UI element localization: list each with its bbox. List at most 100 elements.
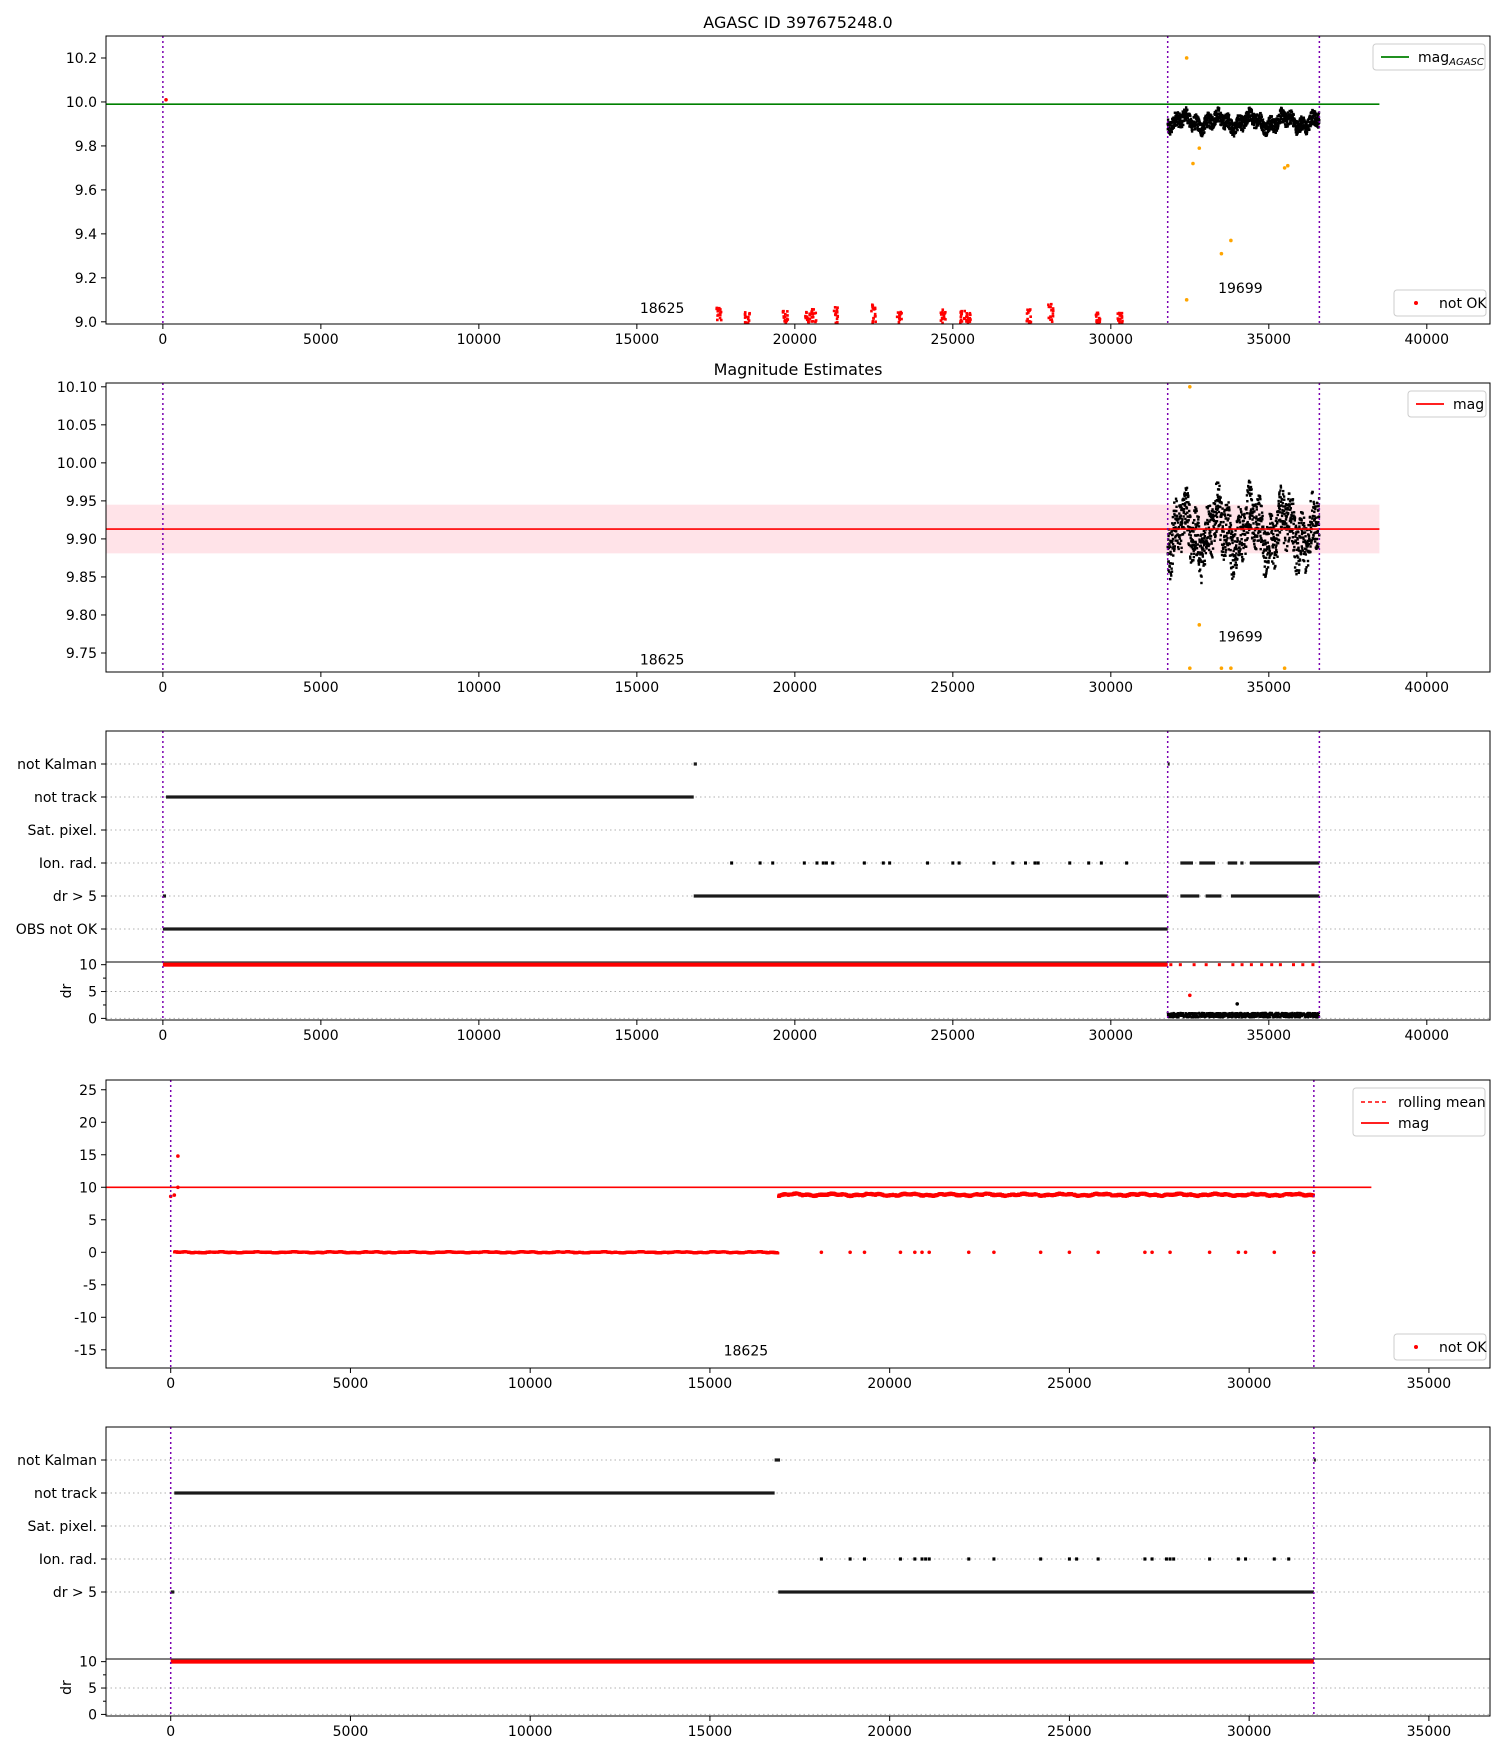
flag-marker — [926, 861, 930, 865]
data-point — [1312, 519, 1316, 522]
data-point — [1226, 543, 1230, 547]
not-ok-point — [966, 315, 969, 319]
legend-swatch-not-ok — [1414, 301, 1418, 305]
data-point — [1209, 518, 1212, 522]
data-point — [1239, 533, 1242, 537]
data-point — [1209, 550, 1212, 554]
data-point — [1207, 505, 1210, 508]
data-point — [1213, 121, 1216, 124]
not-ok-point — [871, 304, 875, 307]
dr-not-ok-point — [1240, 963, 1244, 967]
data-point — [1188, 533, 1191, 536]
not-ok-point — [1095, 313, 1098, 316]
x-tick-label: 35000 — [1247, 332, 1292, 348]
flag-marker — [1068, 861, 1072, 865]
data-point — [1213, 532, 1217, 535]
dr-not-ok-point — [1311, 963, 1315, 967]
data-point — [1177, 547, 1180, 551]
data-point — [1211, 508, 1214, 511]
data-point — [1188, 555, 1192, 558]
data-point — [1274, 546, 1277, 549]
data-point — [1231, 536, 1234, 539]
data-point — [1254, 116, 1257, 119]
data-point — [1222, 114, 1225, 118]
data-point — [1187, 501, 1190, 504]
data-point — [1237, 515, 1240, 519]
not-ok-point — [784, 321, 788, 325]
data-point — [1238, 518, 1241, 522]
legend-label-mag: mag — [1453, 397, 1484, 413]
data-point — [1194, 540, 1197, 544]
dr-point — [1177, 1012, 1180, 1015]
data-point — [1231, 541, 1234, 545]
data-point — [1300, 521, 1303, 525]
data-point — [1247, 112, 1250, 116]
data-point — [1182, 507, 1186, 511]
chart-panel-1: AGASC ID 397675248.09.09.29.49.69.810.01… — [66, 13, 1491, 348]
not-ok-point — [966, 317, 970, 321]
data-point — [1203, 536, 1206, 539]
not-ok-point — [746, 321, 750, 325]
data-point — [1248, 106, 1251, 109]
not-ok-point — [813, 312, 816, 315]
data-point — [1275, 541, 1279, 544]
data-point — [1201, 537, 1204, 540]
data-point — [1190, 546, 1194, 549]
data-point — [1283, 523, 1286, 526]
data-point — [1311, 119, 1314, 122]
dr-point — [1241, 1016, 1244, 1019]
not-ok-point — [965, 320, 968, 323]
data-point — [1277, 506, 1281, 510]
y-tick-label: 9.2 — [75, 271, 97, 287]
not-ok-point — [1028, 320, 1031, 323]
dr-point — [1222, 1011, 1225, 1014]
data-point — [1236, 537, 1239, 540]
data-point — [1299, 130, 1302, 133]
y-tick-label: 10.2 — [66, 51, 97, 67]
data-point — [1312, 534, 1315, 537]
data-point — [1252, 119, 1256, 123]
data-point — [1286, 544, 1289, 548]
data-point — [1229, 561, 1232, 565]
data-point — [1276, 115, 1279, 118]
data-point — [1301, 119, 1304, 122]
data-point — [1265, 560, 1269, 564]
data-point — [1303, 552, 1306, 556]
x-tick-label: 10000 — [457, 680, 502, 696]
not-ok-point — [747, 319, 751, 322]
data-point — [1208, 534, 1211, 537]
data-point — [1287, 525, 1291, 528]
dr-point — [1185, 1016, 1188, 1019]
data-point — [1204, 123, 1207, 126]
data-point — [1277, 124, 1280, 127]
data-point — [1295, 548, 1298, 552]
data-point — [1231, 577, 1234, 580]
not-ok-point — [969, 313, 972, 317]
data-point — [1279, 486, 1283, 489]
series-notok — [164, 97, 1124, 325]
data-point — [1301, 547, 1304, 550]
data-point — [1212, 502, 1215, 505]
dr-point — [1250, 1013, 1253, 1016]
x-tick-label: 0 — [158, 332, 167, 348]
data-point — [1198, 569, 1201, 573]
data-point — [1174, 122, 1177, 126]
data-point — [1203, 559, 1206, 563]
data-point — [1248, 110, 1251, 114]
data-point — [1258, 120, 1262, 123]
data-point — [1313, 505, 1317, 508]
not-ok-point — [1051, 314, 1055, 318]
data-point — [1252, 522, 1255, 525]
data-point — [1193, 116, 1196, 119]
data-point — [1290, 514, 1294, 518]
data-point — [1260, 516, 1264, 519]
dr-point — [1307, 1016, 1310, 1019]
data-point — [1283, 536, 1287, 540]
data-point — [1278, 508, 1282, 511]
data-point — [1220, 118, 1223, 121]
data-point — [1261, 551, 1265, 555]
data-point — [1208, 528, 1211, 532]
data-point — [1245, 531, 1248, 534]
data-point — [1204, 551, 1208, 555]
data-point — [1239, 508, 1242, 511]
